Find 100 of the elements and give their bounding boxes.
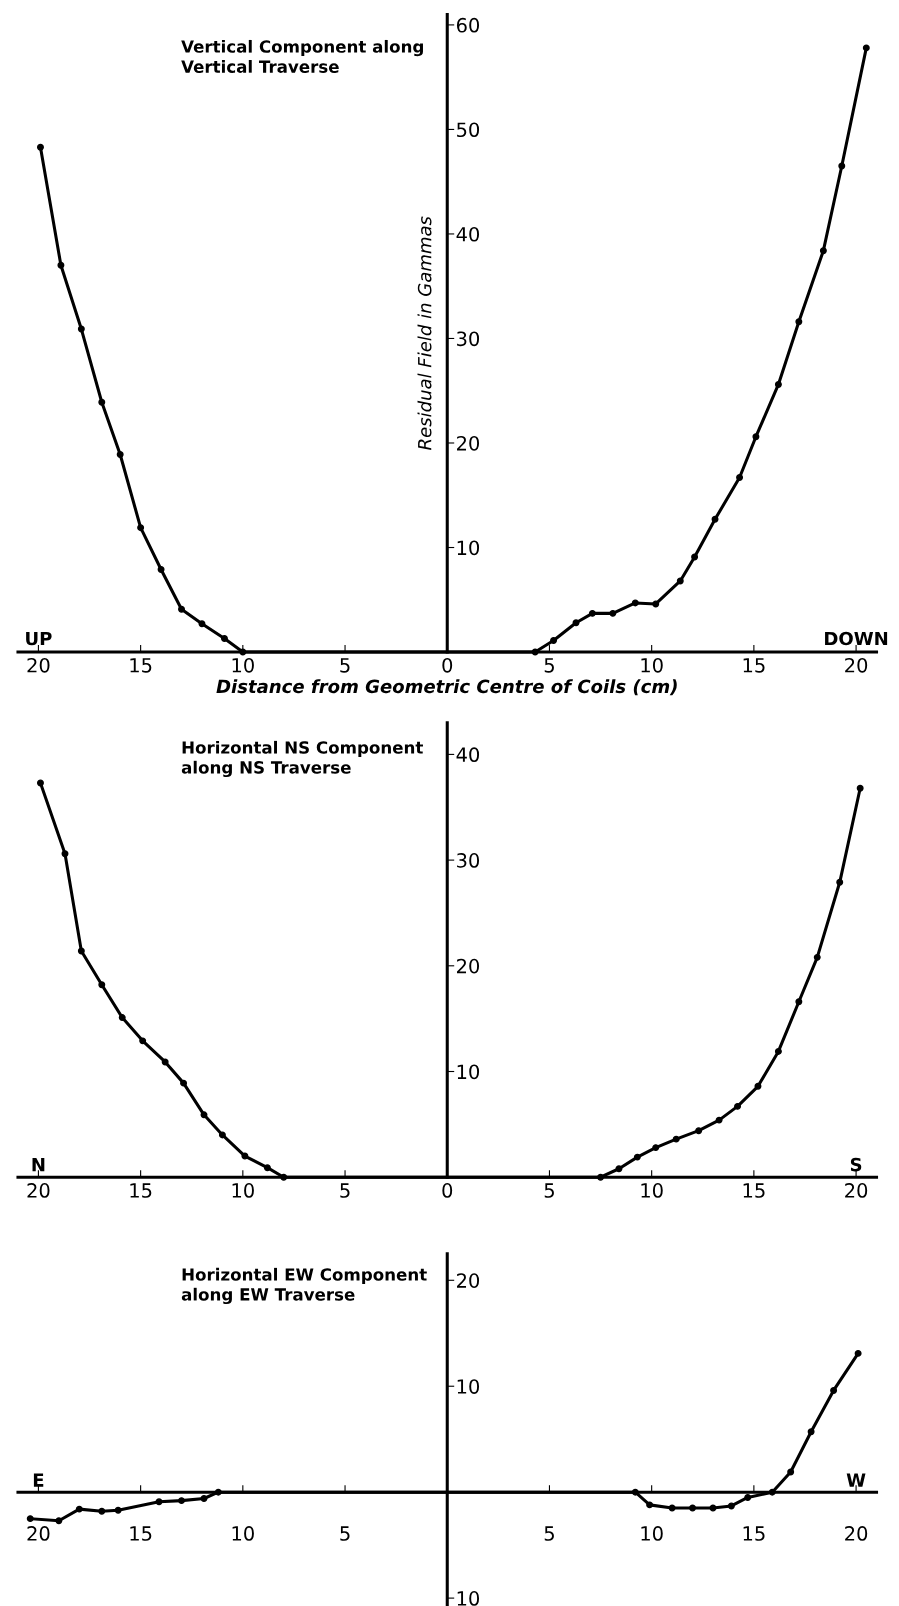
point xyxy=(830,1386,838,1394)
x-tick-label: 15 xyxy=(743,658,765,673)
annotation: UP xyxy=(26,631,52,646)
x-axis-title: Distance from Geometric Centre of Coils (cm) xyxy=(216,679,677,696)
point xyxy=(155,1498,163,1506)
x-tick-label: 10 xyxy=(641,657,663,673)
point xyxy=(615,1165,623,1173)
point xyxy=(752,433,760,441)
point xyxy=(813,953,821,961)
point xyxy=(77,325,85,333)
annotation: DOWN xyxy=(825,631,888,646)
point xyxy=(676,577,684,585)
x-tick-label: 0 xyxy=(442,657,453,673)
y-tick-label: 30 xyxy=(457,331,480,347)
x-tick-label: 5 xyxy=(340,1183,350,1198)
y-tick-label: 20 xyxy=(457,958,480,974)
x-tick-label: 5 xyxy=(340,658,350,673)
point xyxy=(55,1517,63,1525)
y-tick-label: 40 xyxy=(456,226,480,242)
x-tick-label: 5 xyxy=(340,1526,350,1541)
point xyxy=(178,1497,185,1505)
point xyxy=(588,609,596,617)
point xyxy=(139,1037,147,1045)
point xyxy=(200,1111,208,1119)
x-tick-label: 20 xyxy=(27,657,50,673)
y-tick-label: 40 xyxy=(456,747,480,763)
annotation: E xyxy=(33,1473,44,1487)
point xyxy=(116,451,124,458)
point xyxy=(836,878,844,886)
point xyxy=(744,1493,752,1501)
y-tick-label: 30 xyxy=(457,853,480,868)
point xyxy=(838,162,846,170)
point xyxy=(26,1515,34,1523)
point xyxy=(137,524,145,532)
x-tick-label: 0 xyxy=(442,1183,453,1198)
x-tick-label: 20 xyxy=(27,1526,50,1541)
y-tick-label: 50 xyxy=(457,122,480,138)
point xyxy=(77,947,85,955)
point xyxy=(241,1152,249,1160)
x-tick-label: 15 xyxy=(130,658,152,673)
point xyxy=(114,1506,122,1514)
x-tick-label: 20 xyxy=(27,1183,50,1198)
x-tick-label: 10 xyxy=(232,1183,254,1198)
point xyxy=(856,784,864,792)
point xyxy=(807,1428,815,1436)
point xyxy=(711,515,719,523)
x-tick-label: 20 xyxy=(845,1183,868,1198)
x-tick-label: 10 xyxy=(641,1183,663,1198)
text: Horizontal NS Component along NS Traverse xyxy=(181,740,423,778)
x-tick-label: 20 xyxy=(845,1526,868,1541)
point xyxy=(98,1507,106,1515)
point xyxy=(633,1153,641,1161)
point xyxy=(736,474,744,481)
point xyxy=(819,247,827,255)
y-tick-label: 10 xyxy=(457,540,480,556)
point xyxy=(727,1502,735,1510)
point xyxy=(631,599,639,607)
point xyxy=(672,1135,680,1143)
point xyxy=(178,605,185,613)
point xyxy=(157,565,165,573)
x-tick-label: 10 xyxy=(232,657,254,673)
point xyxy=(200,1495,208,1503)
point xyxy=(572,619,580,627)
x-tick-label: 15 xyxy=(743,1183,765,1198)
point xyxy=(36,779,44,787)
point xyxy=(734,1102,741,1110)
point xyxy=(218,1131,226,1139)
point xyxy=(180,1079,188,1087)
point xyxy=(161,1058,169,1066)
x-tick-label: 15 xyxy=(130,1183,152,1198)
point xyxy=(75,1505,83,1513)
point xyxy=(198,620,206,628)
text: Horizontal EW Component along EW Traverse xyxy=(181,1267,427,1305)
point xyxy=(263,1164,271,1172)
point xyxy=(36,143,44,151)
point xyxy=(98,981,106,989)
y-tick-label: 20 xyxy=(457,435,480,451)
point xyxy=(98,398,106,406)
point xyxy=(774,1047,782,1055)
x-tick-label: 5 xyxy=(544,1526,554,1541)
point xyxy=(787,1468,795,1476)
point xyxy=(550,637,558,645)
annotation: S xyxy=(850,1157,862,1172)
y-tick-label: 10 xyxy=(457,1379,480,1394)
point xyxy=(57,261,65,269)
x-tick-label: 5 xyxy=(544,658,554,673)
text: Vertical Component along Vertical Traverse xyxy=(181,39,423,73)
point xyxy=(61,850,69,858)
point xyxy=(754,1082,762,1090)
y-tick-label: 60 xyxy=(456,17,480,33)
point xyxy=(652,1144,660,1152)
point xyxy=(689,1504,697,1512)
point xyxy=(774,380,782,388)
point xyxy=(220,634,228,642)
annotation: N xyxy=(32,1158,45,1172)
point xyxy=(691,553,699,561)
point xyxy=(854,1349,862,1357)
point xyxy=(646,1501,654,1509)
point xyxy=(795,318,803,326)
point xyxy=(609,609,617,617)
